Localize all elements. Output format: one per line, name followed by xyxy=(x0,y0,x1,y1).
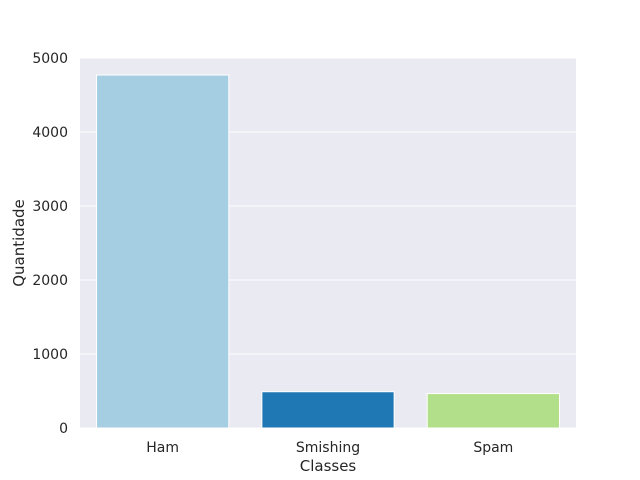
y-tick-label: 3000 xyxy=(32,199,68,215)
bars xyxy=(96,74,560,429)
bar-spam xyxy=(426,393,560,429)
y-axis-label: Quantidade xyxy=(10,199,28,287)
y-axis-ticks: 0 1000 2000 3000 4000 5000 xyxy=(32,51,68,437)
x-axis-label: Classes xyxy=(300,457,357,475)
x-tick-label: Smishing xyxy=(296,440,360,456)
y-tick-label: 4000 xyxy=(32,125,68,141)
bar-smishing xyxy=(261,391,395,429)
y-tick-label: 1000 xyxy=(32,347,68,363)
y-tick-label: 5000 xyxy=(32,51,68,67)
x-tick-label: Ham xyxy=(146,440,179,456)
y-tick-label: 2000 xyxy=(32,273,68,289)
bar-ham xyxy=(96,74,230,429)
x-axis-ticks: Ham Smishing Spam xyxy=(146,440,513,456)
x-tick-label: Spam xyxy=(473,440,513,456)
y-tick-label: 0 xyxy=(59,421,68,437)
